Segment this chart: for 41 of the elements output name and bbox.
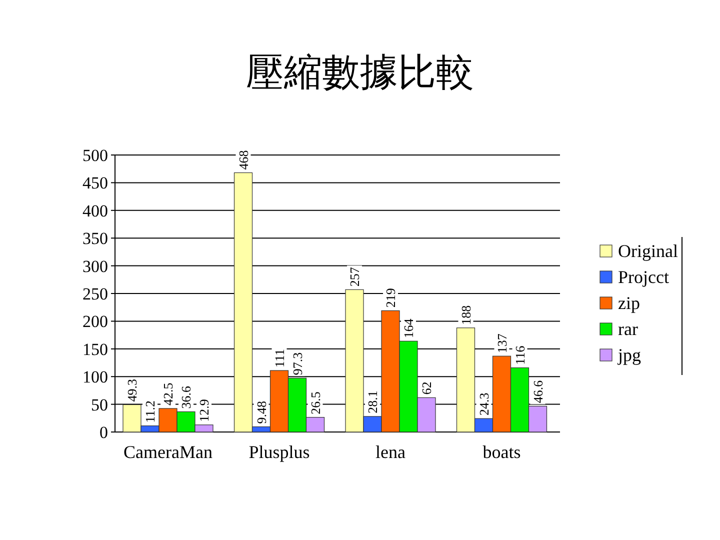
title: 壓縮數據比較 [246,52,474,94]
x-tick-label: lena [376,442,406,462]
x-tick-label: boats [482,442,521,462]
data-label: 219 [383,288,398,308]
data-label: 49.3 [124,378,140,402]
x-tick-label: Plusplus [248,442,310,462]
y-tick-label: 150 [82,340,108,359]
y-tick-label: 500 [82,146,108,165]
legend-label: zip [618,293,640,313]
y-tick-label: 50 [91,395,108,414]
data-label: 26.5 [308,392,323,414]
data-label: 468 [236,150,251,170]
legend-label: rar [618,319,638,339]
legend-label: Projcct [618,267,669,287]
data-label: 116 [512,345,528,365]
data-label: 24.3 [476,392,492,416]
data-label: 137 [494,333,510,354]
data-label: 111 [272,348,287,368]
data-label: 164 [401,318,416,338]
legend-label: Original [618,241,678,261]
y-tick-label: 400 [82,201,108,220]
data-label: 28.1 [365,390,380,414]
data-label: 188 [458,305,474,325]
y-tick-label: 450 [82,174,108,193]
data-label: 257 [347,266,362,287]
y-tick-label: 100 [82,368,108,387]
y-tick-label: 250 [82,284,108,304]
y-tick-label: 300 [82,256,108,276]
data-label: 12.9 [196,399,212,422]
data-label: 62 [419,382,434,395]
data-label: 11.2 [142,400,158,423]
data-label: 42.5 [160,382,176,406]
data-label: 36.6 [178,385,194,409]
y-tick-label: 350 [82,229,108,248]
data-label: 9.48 [254,401,269,424]
x-tick-label: CameraMan [124,442,212,462]
data-label: 46.6 [530,380,546,404]
legend-label: jpg [617,345,642,365]
y-tick-label: 200 [82,312,108,332]
data-label: 97.3 [290,352,305,376]
y-tick-label: 0 [100,423,108,442]
